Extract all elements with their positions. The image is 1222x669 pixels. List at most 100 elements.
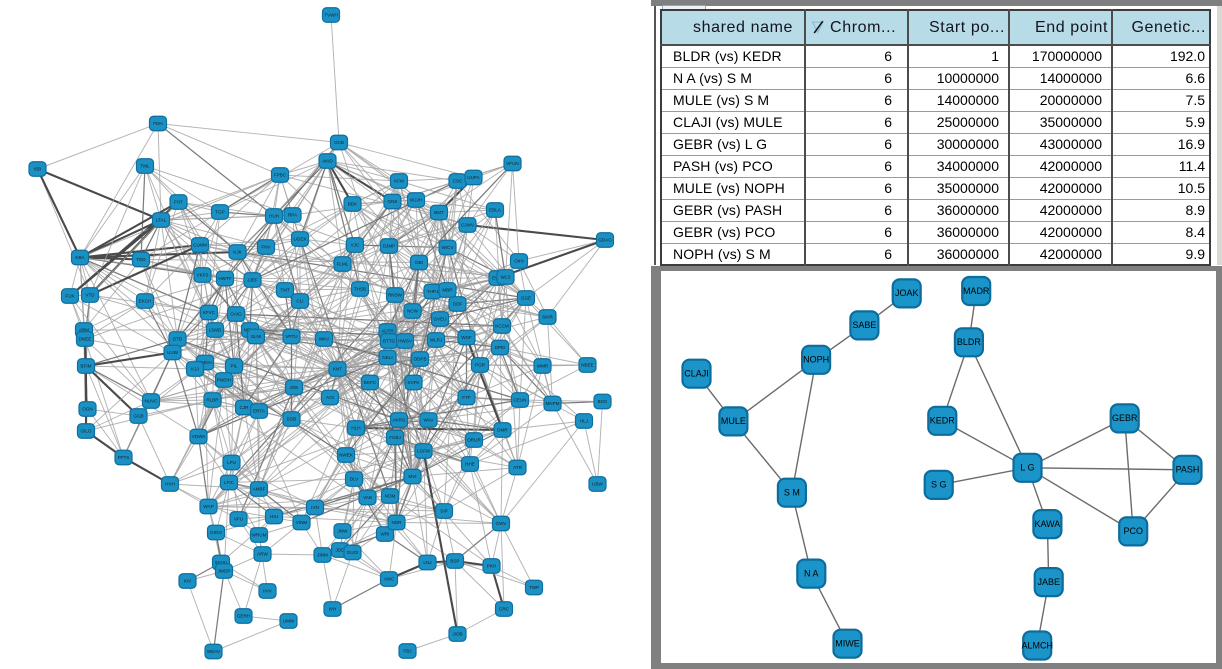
svg-text:WAP: WAP bbox=[203, 504, 213, 509]
svg-text:LGFM: LGFM bbox=[417, 449, 430, 454]
svg-text:AKID: AKID bbox=[322, 159, 333, 164]
svg-text:WLRJ: WLRJ bbox=[430, 338, 443, 343]
svg-text:VFU: VFU bbox=[234, 517, 243, 522]
svg-text:FHT: FHT bbox=[174, 200, 183, 205]
svg-text:WEAV: WEAV bbox=[207, 649, 221, 654]
svg-text:HLJ: HLJ bbox=[580, 419, 588, 424]
svg-text:GERH: GERH bbox=[237, 614, 250, 619]
svg-text:RPA: RPA bbox=[288, 213, 298, 218]
svg-text:GDAG: GDAG bbox=[598, 238, 612, 243]
svg-text:MVI: MVI bbox=[408, 474, 416, 479]
svg-text:SKIR: SKIR bbox=[542, 315, 553, 320]
svg-text:HWSV: HWSV bbox=[398, 339, 413, 344]
svg-text:MBR: MBR bbox=[442, 288, 453, 293]
svg-text:BLDR: BLDR bbox=[957, 337, 982, 347]
svg-text:GWV: GWV bbox=[496, 521, 508, 526]
svg-text:WICV: WICV bbox=[442, 245, 455, 250]
svg-text:SIP: SIP bbox=[440, 509, 447, 514]
svg-text:PCO: PCO bbox=[1123, 526, 1143, 536]
svg-text:BMT: BMT bbox=[434, 210, 444, 215]
svg-text:DTD: DTD bbox=[173, 337, 183, 342]
svg-text:BOB: BOB bbox=[287, 417, 297, 422]
svg-text:JOAK: JOAK bbox=[895, 288, 919, 298]
svg-text:VAB: VAB bbox=[363, 495, 372, 500]
svg-text:L G: L G bbox=[1020, 463, 1034, 473]
svg-text:ARW: ARW bbox=[257, 552, 268, 557]
svg-text:BDK: BDK bbox=[348, 202, 358, 207]
svg-text:CRC: CRC bbox=[499, 607, 510, 612]
svg-text:S M: S M bbox=[784, 488, 800, 498]
svg-text:ISB: ISB bbox=[34, 167, 41, 172]
svg-text:OBI: OBI bbox=[415, 260, 423, 265]
svg-text:JDD: JDD bbox=[336, 548, 346, 553]
svg-text:DPEI: DPEI bbox=[495, 345, 506, 350]
svg-text:KJJ: KJJ bbox=[191, 367, 199, 372]
svg-text:AOI: AOI bbox=[326, 395, 334, 400]
svg-text:GUGI: GUGI bbox=[347, 550, 359, 555]
svg-text:UUW: UUW bbox=[167, 350, 179, 355]
svg-text:DOF: DOF bbox=[453, 302, 463, 307]
svg-text:LFIC: LFIC bbox=[224, 480, 235, 485]
svg-text:KFVC: KFVC bbox=[203, 310, 216, 315]
svg-text:WKV: WKV bbox=[319, 337, 330, 342]
svg-text:BTTG: BTTG bbox=[383, 339, 396, 344]
svg-text:HLH: HLH bbox=[351, 426, 360, 431]
svg-text:KVFK: KVFK bbox=[408, 380, 421, 385]
svg-text:CJWV: CJWV bbox=[461, 223, 475, 228]
svg-text:SLNI: SLNI bbox=[251, 334, 261, 339]
svg-text:BMKH: BMKH bbox=[198, 360, 211, 365]
svg-text:SVUU: SVUU bbox=[215, 560, 228, 565]
svg-text:NKLI: NKLI bbox=[382, 355, 392, 360]
svg-text:OIGO: OIGO bbox=[210, 530, 222, 535]
svg-text:FCBJ: FCBJ bbox=[389, 435, 400, 440]
svg-text:RNSW: RNSW bbox=[388, 293, 403, 298]
svg-text:EKFC: EKFC bbox=[364, 380, 377, 385]
svg-text:FLML: FLML bbox=[337, 262, 349, 267]
svg-text:IVN: IVN bbox=[311, 505, 319, 510]
svg-text:VKFS: VKFS bbox=[197, 273, 209, 278]
svg-text:JIOB: JIOB bbox=[452, 632, 462, 637]
svg-text:PWDH: PWDH bbox=[217, 378, 231, 383]
svg-text:PASH: PASH bbox=[1176, 465, 1200, 475]
svg-text:HVH: HVH bbox=[165, 482, 175, 487]
svg-text:NOM: NOM bbox=[385, 494, 396, 499]
svg-text:S G: S G bbox=[931, 480, 947, 490]
svg-text:KBA: KBA bbox=[75, 255, 85, 260]
svg-text:ALMCH: ALMCH bbox=[1021, 640, 1053, 650]
svg-text:VPTU: VPTU bbox=[285, 334, 297, 339]
svg-text:ORUR: ORUR bbox=[467, 438, 481, 443]
svg-text:TML: TML bbox=[140, 164, 150, 169]
svg-text:OGN: OGN bbox=[82, 407, 92, 412]
svg-text:UUPA: UUPA bbox=[467, 175, 480, 180]
svg-text:BSP: BSP bbox=[450, 559, 459, 564]
svg-text:DNEE: DNEE bbox=[79, 337, 92, 342]
svg-text:NWEK: NWEK bbox=[339, 453, 354, 458]
svg-text:NCW: NCW bbox=[407, 309, 419, 314]
svg-text:EKCH: EKCH bbox=[139, 299, 152, 304]
svg-text:NOPH: NOPH bbox=[803, 355, 829, 365]
svg-text:GILO: GILO bbox=[81, 429, 92, 434]
svg-text:ABM: ABM bbox=[79, 328, 89, 333]
svg-text:MIWE: MIWE bbox=[835, 639, 860, 649]
svg-text:KEDR: KEDR bbox=[930, 416, 956, 426]
svg-text:WRI: WRI bbox=[381, 532, 390, 537]
svg-text:JJEF: JJEF bbox=[247, 278, 258, 283]
svg-text:ODPB: ODPB bbox=[413, 357, 426, 362]
svg-text:WLS: WLS bbox=[501, 275, 511, 280]
svg-text:JOK: JOK bbox=[290, 385, 300, 390]
svg-text:FNV: FNV bbox=[261, 245, 271, 250]
svg-text:TED: TED bbox=[136, 257, 146, 262]
svg-text:SABE: SABE bbox=[852, 320, 876, 330]
svg-text:KAWA: KAWA bbox=[1034, 519, 1060, 529]
svg-text:FBJ: FBJ bbox=[403, 649, 411, 654]
svg-text:CLI: CLI bbox=[296, 299, 303, 304]
svg-text:TVWH: TVWH bbox=[324, 13, 338, 18]
svg-text:LSMD: LSMD bbox=[209, 328, 222, 333]
svg-text:OIHI: OIHI bbox=[514, 259, 523, 264]
svg-text:MULE: MULE bbox=[721, 416, 746, 426]
svg-text:GNS: GNS bbox=[388, 199, 398, 204]
svg-text:JINM: JINM bbox=[317, 553, 328, 558]
svg-text:ATR: ATR bbox=[513, 465, 523, 470]
svg-text:CSC: CSC bbox=[453, 179, 463, 184]
svg-text:N A: N A bbox=[804, 568, 819, 578]
